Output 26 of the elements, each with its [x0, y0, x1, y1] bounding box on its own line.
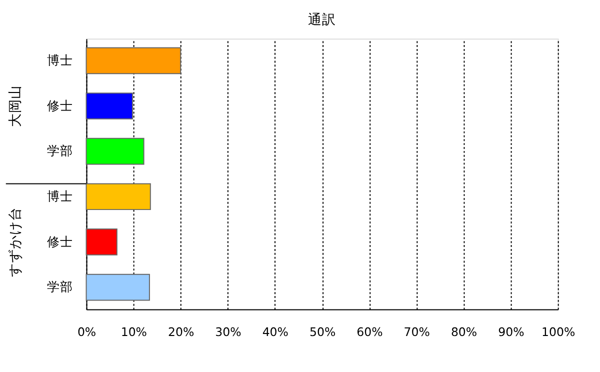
x-tick-label: 100% [542, 325, 576, 340]
bar [86, 183, 151, 210]
x-tick-label: 70% [404, 325, 430, 340]
y-tick-label: 修士 [47, 98, 74, 114]
y-tick-label: 博士 [47, 54, 74, 69]
text: すずかけ台 [8, 206, 24, 277]
bar [86, 138, 144, 165]
y-tick-label: 学部 [47, 280, 74, 296]
x-tick-label: 0% [77, 325, 96, 340]
bar [86, 47, 182, 74]
bar [86, 274, 150, 301]
y-tick-label: 博士 [47, 190, 74, 205]
bar [86, 228, 118, 256]
x-tick-label: 20% [168, 325, 194, 340]
x-tick-label: 30% [215, 325, 242, 340]
x-tick-label: 80% [450, 325, 478, 340]
bar [86, 92, 133, 120]
x-tick-label: 60% [356, 325, 383, 340]
x-tick-label: 50% [309, 325, 336, 340]
y-tick-label: 修士 [47, 234, 74, 250]
text: 大岡山 [8, 84, 24, 127]
x-tick-label: 40% [262, 325, 288, 340]
x-tick-label: 10% [120, 325, 147, 340]
y-tick-label: 学部 [47, 144, 74, 160]
x-tick-label: 90% [498, 325, 524, 340]
chart-title: 通訳 [308, 12, 336, 28]
